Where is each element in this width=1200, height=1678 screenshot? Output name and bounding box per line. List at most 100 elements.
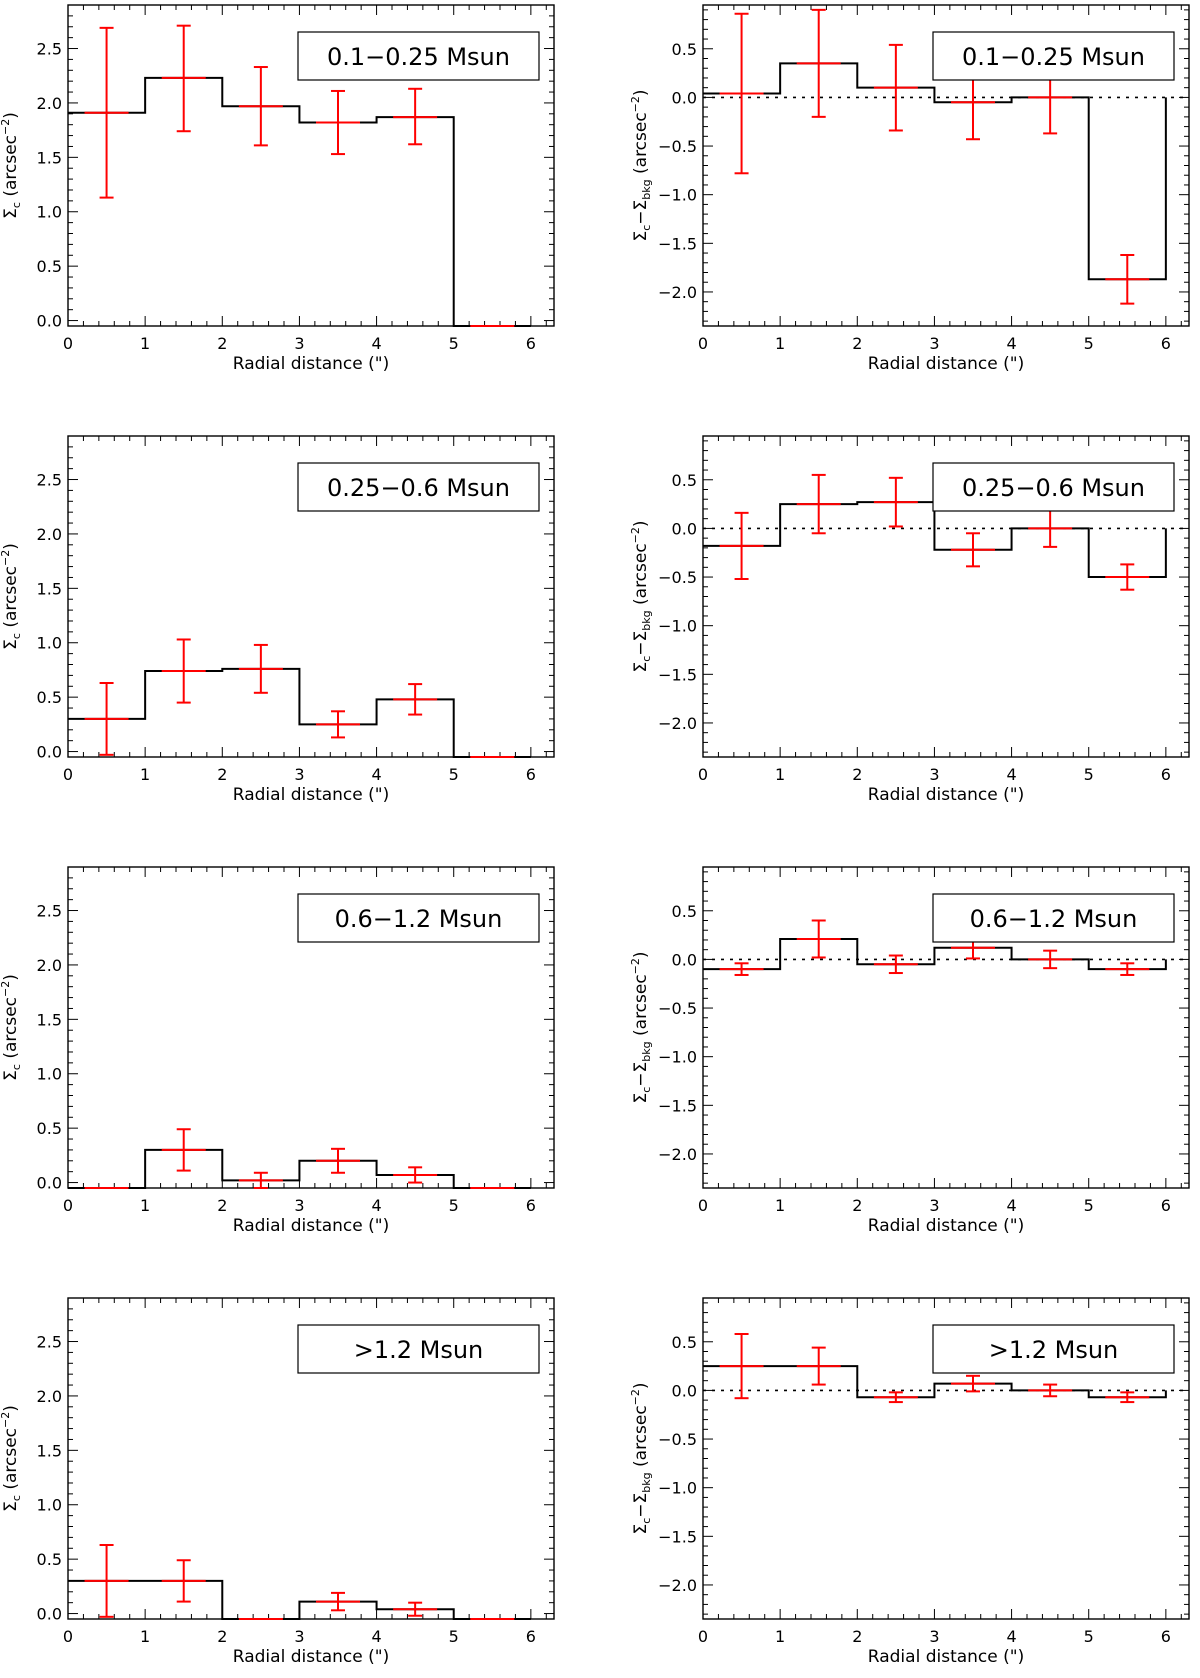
y-tick-label: 0.0 bbox=[37, 312, 62, 331]
error-bar bbox=[316, 710, 360, 739]
y-tick-label: 0.0 bbox=[672, 1381, 697, 1400]
y-tick-label: 0.5 bbox=[672, 40, 697, 59]
x-tick-label: 6 bbox=[1161, 765, 1171, 784]
error-bar bbox=[161, 638, 206, 704]
error-bar bbox=[238, 66, 283, 147]
y-tick-label: 2.5 bbox=[37, 471, 62, 490]
x-tick-label: 1 bbox=[140, 334, 150, 353]
x-tick-label: 4 bbox=[1006, 1196, 1016, 1215]
plot-frame bbox=[67, 1297, 555, 1620]
x-tick-label: 2 bbox=[217, 1196, 227, 1215]
x-tick-label: 4 bbox=[371, 334, 381, 353]
x-tick-label: 6 bbox=[526, 765, 536, 784]
legend: 0.1−0.25 Msun bbox=[932, 31, 1175, 81]
y-tick-label: 0.5 bbox=[37, 257, 62, 276]
error-bar bbox=[1028, 949, 1073, 970]
legend-box bbox=[932, 893, 1175, 943]
x-tick-label: 5 bbox=[449, 765, 459, 784]
x-tick-label: 6 bbox=[526, 334, 536, 353]
legend: 0.6−1.2 Msun bbox=[932, 893, 1175, 943]
y-tick-label: −2.0 bbox=[658, 1145, 697, 1164]
x-tick-label: 3 bbox=[294, 1627, 304, 1646]
x-tick-label: 4 bbox=[371, 765, 381, 784]
y-tick-label: 2.0 bbox=[37, 525, 62, 544]
error-bar bbox=[84, 682, 129, 756]
x-tick-label: 0 bbox=[63, 334, 73, 353]
legend-title: 0.1−0.25 Msun bbox=[327, 43, 510, 71]
histogram-step-line bbox=[68, 1579, 531, 1620]
y-tick-label: 0.5 bbox=[672, 902, 697, 921]
error-bar bbox=[84, 1544, 129, 1618]
y-tick-label: 0.0 bbox=[672, 950, 697, 969]
error-bar bbox=[719, 12, 764, 175]
error-bar bbox=[393, 1601, 438, 1617]
x-tick-label: 3 bbox=[294, 765, 304, 784]
y-tick-label: 0.5 bbox=[672, 471, 697, 490]
x-tick-label: 0 bbox=[698, 765, 708, 784]
y-tick-label: −2.0 bbox=[658, 283, 697, 302]
y-tick-label: 1.0 bbox=[37, 1496, 62, 1515]
x-tick-label: 3 bbox=[294, 1196, 304, 1215]
x-tick-label: 2 bbox=[217, 1627, 227, 1646]
y-tick-label: −1.0 bbox=[658, 186, 697, 205]
x-tick-label: 5 bbox=[449, 1627, 459, 1646]
y-axis-label: Σc (arcsec−2) bbox=[0, 543, 23, 650]
legend-title: >1.2 Msun bbox=[354, 1336, 484, 1364]
error-bar bbox=[393, 1166, 438, 1184]
x-tick-label: 0 bbox=[698, 1196, 708, 1215]
legend-box bbox=[297, 893, 540, 943]
error-bar bbox=[1028, 1383, 1073, 1398]
legend-box bbox=[932, 462, 1175, 512]
y-tick-label: −1.0 bbox=[658, 1048, 697, 1067]
y-tick-label: −1.0 bbox=[658, 617, 697, 636]
error-bar bbox=[796, 8, 841, 118]
error-bar bbox=[796, 473, 841, 535]
y-tick-label: 1.5 bbox=[37, 579, 62, 598]
x-axis-label: Radial distance (") bbox=[868, 354, 1024, 374]
x-tick-label: 0 bbox=[63, 1627, 73, 1646]
error-bar bbox=[873, 476, 918, 528]
error-bar bbox=[951, 532, 995, 568]
error-bar bbox=[393, 87, 438, 146]
x-tick-label: 5 bbox=[1084, 765, 1094, 784]
legend: 0.6−1.2 Msun bbox=[297, 893, 540, 943]
x-tick-label: 6 bbox=[1161, 1627, 1171, 1646]
x-tick-label: 1 bbox=[140, 765, 150, 784]
panel-4-left: 0 1 2 3 4 5 6 0.0 0.5 1.0 1.5 2.0 2.5 Radial distance… bbox=[0, 1297, 555, 1667]
y-tick-label: 0.5 bbox=[37, 688, 62, 707]
error-bar bbox=[873, 954, 918, 975]
x-tick-label: 2 bbox=[852, 1627, 862, 1646]
error-bar bbox=[238, 1171, 283, 1189]
legend: 0.1−0.25 Msun bbox=[297, 31, 540, 81]
y-tick-label: −0.5 bbox=[658, 1430, 697, 1449]
legend: 0.25−0.6 Msun bbox=[932, 462, 1175, 512]
x-tick-label: 6 bbox=[526, 1196, 536, 1215]
legend-box bbox=[297, 31, 540, 81]
x-tick-label: 5 bbox=[1084, 1627, 1094, 1646]
x-tick-label: 4 bbox=[371, 1627, 381, 1646]
y-axis-label: Σc−Σbkg (arcsec−2) bbox=[629, 951, 653, 1103]
x-tick-label: 2 bbox=[217, 765, 227, 784]
x-tick-label: 1 bbox=[775, 1196, 785, 1215]
error-bar bbox=[719, 511, 764, 580]
x-tick-label: 3 bbox=[929, 334, 939, 353]
x-tick-label: 2 bbox=[852, 1196, 862, 1215]
panel-3-right: 0 1 2 3 4 5 6 0.5 0.0 −0.5 −1.0 −1.5 −2.0 Radial dist… bbox=[629, 866, 1190, 1236]
histogram-step-line bbox=[703, 937, 1167, 971]
y-tick-label: 1.0 bbox=[37, 1065, 62, 1084]
y-tick-label: 0.0 bbox=[37, 743, 62, 762]
y-axis-label: Σc (arcsec−2) bbox=[0, 112, 23, 219]
y-tick-label: −1.5 bbox=[658, 234, 697, 253]
x-tick-label: 2 bbox=[217, 334, 227, 353]
y-tick-label: −1.5 bbox=[658, 1096, 697, 1115]
plot-frame bbox=[67, 866, 555, 1189]
y-tick-label: 2.0 bbox=[37, 956, 62, 975]
x-tick-label: 2 bbox=[852, 334, 862, 353]
panel-3-left: 0 1 2 3 4 5 6 0.0 0.5 1.0 1.5 2.0 2.5 Radial distance… bbox=[0, 866, 555, 1236]
x-axis-label: Radial distance (") bbox=[233, 1216, 389, 1236]
x-tick-label: 3 bbox=[929, 765, 939, 784]
error-bar bbox=[1105, 1391, 1150, 1404]
y-tick-label: −1.5 bbox=[658, 1527, 697, 1546]
error-bar bbox=[796, 919, 841, 959]
